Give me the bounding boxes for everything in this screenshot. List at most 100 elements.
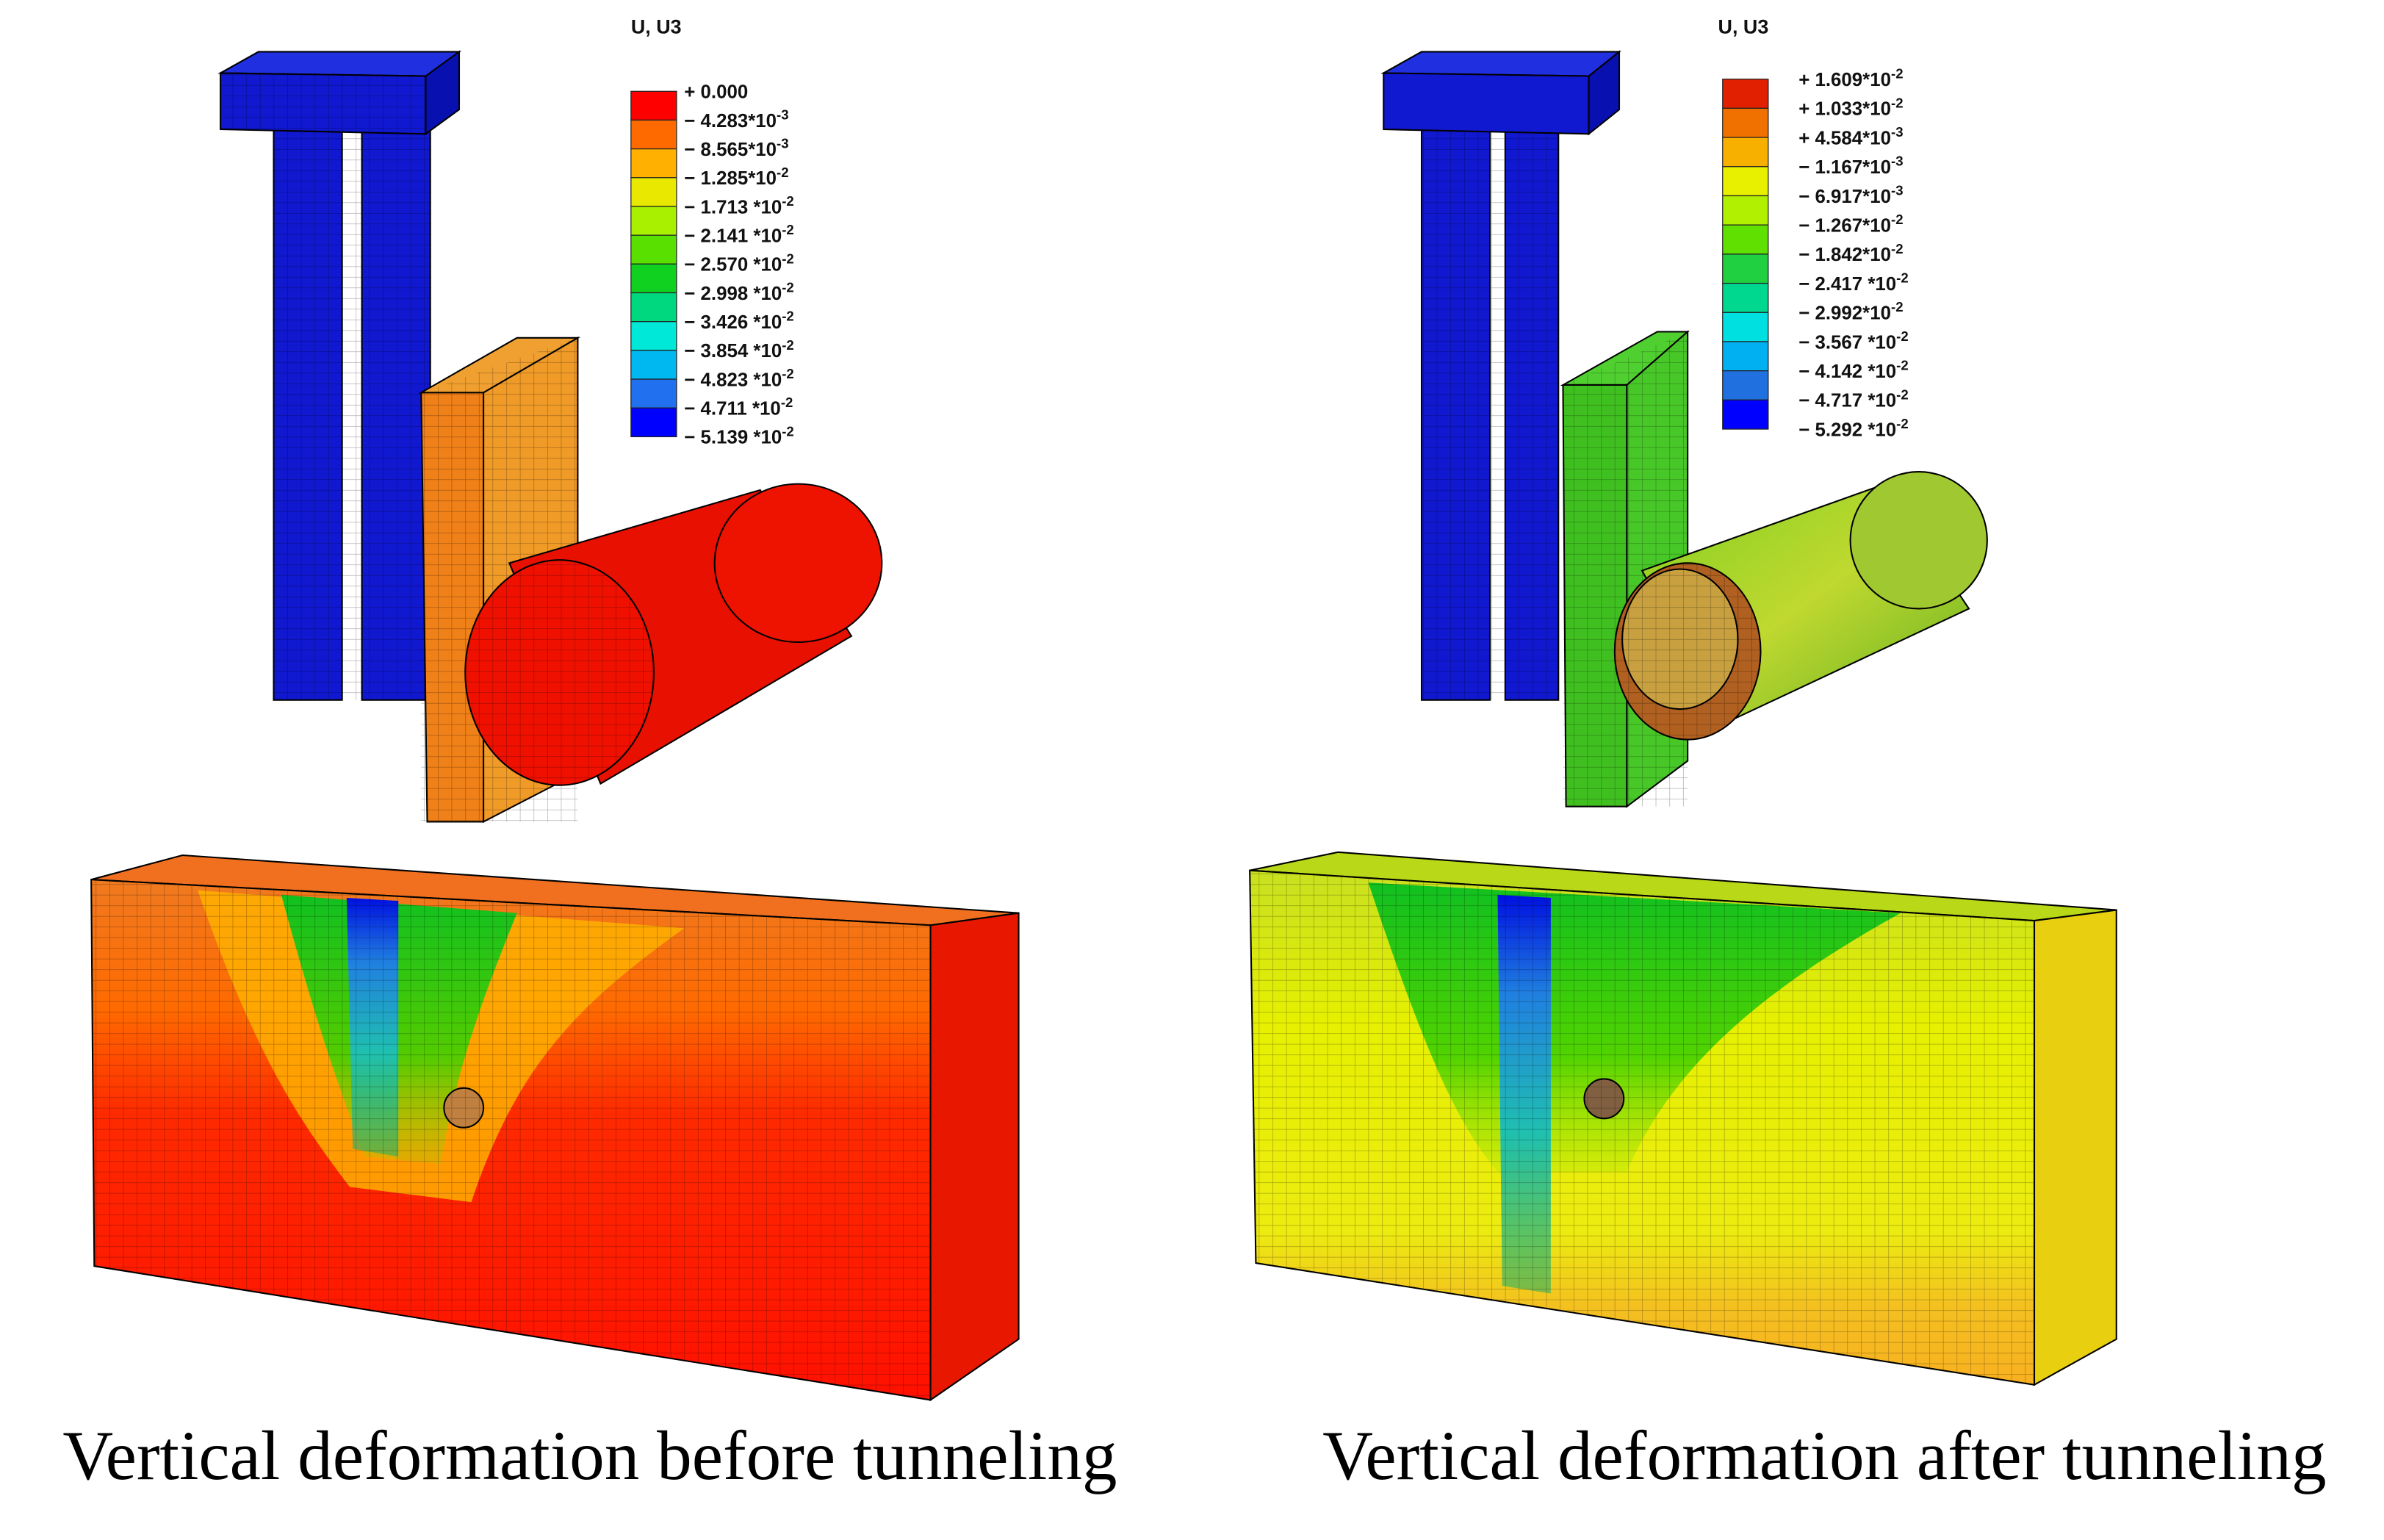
legend-label: + 0.000 — [684, 82, 748, 103]
legend-label: − 2.992*10-2 — [1798, 299, 1903, 323]
legend-label: + 1.033*10-2 — [1798, 95, 1903, 119]
legend-label-exponent: -3 — [777, 136, 789, 151]
tunnel-mesh — [1614, 563, 1761, 740]
legend-label-exponent: -2 — [1891, 66, 1904, 82]
legend-swatch — [1722, 166, 1769, 197]
legend-label-exponent: -2 — [782, 279, 794, 295]
legend-swatch — [630, 407, 677, 438]
legend-label-text: − 3.426 *10 — [684, 312, 782, 333]
legend-label: + 1.609*10-2 — [1798, 66, 1903, 90]
legend-label-exponent: -2 — [1896, 270, 1909, 286]
legend-label: − 2.998 *10-2 — [684, 279, 794, 303]
legend-label-exponent: -3 — [1891, 124, 1904, 140]
legend-label: − 4.283*10-3 — [684, 107, 788, 131]
soil-mesh — [1250, 870, 2035, 1385]
legend-swatch — [630, 350, 677, 380]
soil-side — [929, 912, 1020, 1402]
legend-swatch — [1722, 195, 1769, 226]
legend-label-text: − 1.842*10 — [1798, 245, 1891, 265]
legend-label-exponent: -2 — [782, 222, 794, 237]
legend-swatch — [630, 119, 677, 150]
legend-swatch — [1722, 370, 1769, 400]
soil-mesh — [91, 879, 931, 1400]
legend-label-text: − 1.285*10 — [684, 168, 777, 189]
legend-label-exponent: -2 — [781, 395, 793, 410]
legend-title: U, U3 — [631, 16, 682, 38]
legend-swatch — [630, 378, 677, 409]
legend-label: − 3.854 *10-2 — [684, 337, 794, 361]
legend-label-text: − 4.142 *10 — [1798, 361, 1896, 382]
legend-swatch — [630, 206, 677, 236]
tunnel-end — [713, 483, 883, 644]
pile-cap — [1588, 50, 1621, 136]
legend-label-text: − 3.567 *10 — [1798, 332, 1896, 353]
legend-label: − 1.713 *10-2 — [684, 193, 794, 217]
caption: Vertical deformation before tunneling — [62, 1417, 1117, 1494]
legend-label-exponent: -2 — [1891, 212, 1904, 227]
legend-label-text: − 5.292 *10 — [1798, 420, 1896, 440]
legend-swatch — [1722, 282, 1769, 313]
legend-label: − 2.570 *10-2 — [684, 251, 794, 275]
pile-mesh — [273, 124, 431, 700]
legend-label-text: + 1.033*10 — [1798, 99, 1891, 120]
legend-label-text: − 2.998 *10 — [684, 284, 782, 304]
labels: U, U3+ 0.000− 4.283*10-3− 8.565*10-3− 1.… — [62, 16, 2326, 1495]
legend-label-text: − 2.417 *10 — [1798, 274, 1896, 295]
legend-label-text: − 1.713 *10 — [684, 197, 782, 217]
legend-swatch — [630, 234, 677, 265]
legend-label-text: − 4.823 *10 — [684, 370, 782, 390]
model-before — [90, 50, 1020, 1402]
legend-label: − 1.167*10-3 — [1798, 154, 1903, 178]
legend-label: − 3.426 *10-2 — [684, 309, 794, 333]
pile-cap — [217, 51, 462, 77]
legend-label-exponent: -2 — [1891, 95, 1904, 110]
legend-label-exponent: -3 — [1891, 182, 1904, 198]
legend-label-exponent: -2 — [782, 366, 794, 381]
legend-label: − 1.267*10-2 — [1798, 212, 1903, 236]
legend-label: − 4.711 *10-2 — [684, 395, 793, 419]
legend-swatch — [1722, 224, 1769, 255]
legend-label: − 5.292 *10-2 — [1798, 416, 1909, 440]
legend-swatch — [630, 321, 677, 351]
caption: Vertical deformation after tunneling — [1322, 1417, 2326, 1494]
legend-label: − 6.917*10-3 — [1798, 182, 1903, 206]
legend-label: − 2.417 *10-2 — [1798, 270, 1909, 295]
legend-label: − 4.142 *10-2 — [1798, 358, 1909, 382]
pile-cap — [1380, 51, 1621, 77]
tunnel-mesh — [465, 560, 654, 785]
pile-cap-mesh — [220, 73, 426, 134]
legend-swatch — [1722, 399, 1769, 430]
legend-swatch — [1722, 312, 1769, 342]
legend-label-exponent: -2 — [782, 309, 794, 324]
legend-label-text: − 4.711 *10 — [684, 399, 781, 420]
legend-label-text: − 2.141 *10 — [684, 226, 782, 246]
soil-side — [2033, 909, 2117, 1386]
legend-swatch — [1722, 137, 1769, 168]
legend-label-exponent: -2 — [1896, 416, 1909, 431]
legend-label-exponent: -2 — [777, 165, 789, 180]
model-after — [1249, 50, 2117, 1386]
legend-swatch — [630, 148, 677, 179]
legend-label-text: − 3.854 *10 — [684, 341, 782, 361]
legend-label-exponent: -2 — [782, 423, 794, 439]
legend-label-exponent: -2 — [1891, 299, 1904, 314]
legend-label: − 1.285*10-2 — [684, 165, 788, 189]
legend-swatch — [630, 263, 677, 294]
legend-label: − 5.139 *10-2 — [684, 423, 794, 447]
legend-label-exponent: -2 — [782, 193, 794, 209]
legend-swatch — [630, 292, 677, 323]
legend-label: − 2.141 *10-2 — [684, 222, 794, 246]
legend-label-text: − 2.992*10 — [1798, 303, 1891, 324]
legend-label-exponent: -2 — [782, 337, 794, 353]
pile-cap — [1383, 72, 1590, 135]
legend-label: − 8.565*10-3 — [684, 136, 788, 160]
legend-label-exponent: -2 — [1896, 358, 1909, 373]
legend-swatch — [1722, 253, 1769, 284]
legend-swatch — [630, 177, 677, 207]
legend-title: U, U3 — [1718, 16, 1769, 38]
legend-label-text: − 6.917*10 — [1798, 187, 1891, 207]
legend-label-text: − 4.283*10 — [684, 111, 777, 132]
legend-label: − 1.842*10-2 — [1798, 241, 1903, 265]
legend-swatch — [1722, 79, 1769, 109]
legend-label-text: − 4.717 *10 — [1798, 391, 1896, 411]
